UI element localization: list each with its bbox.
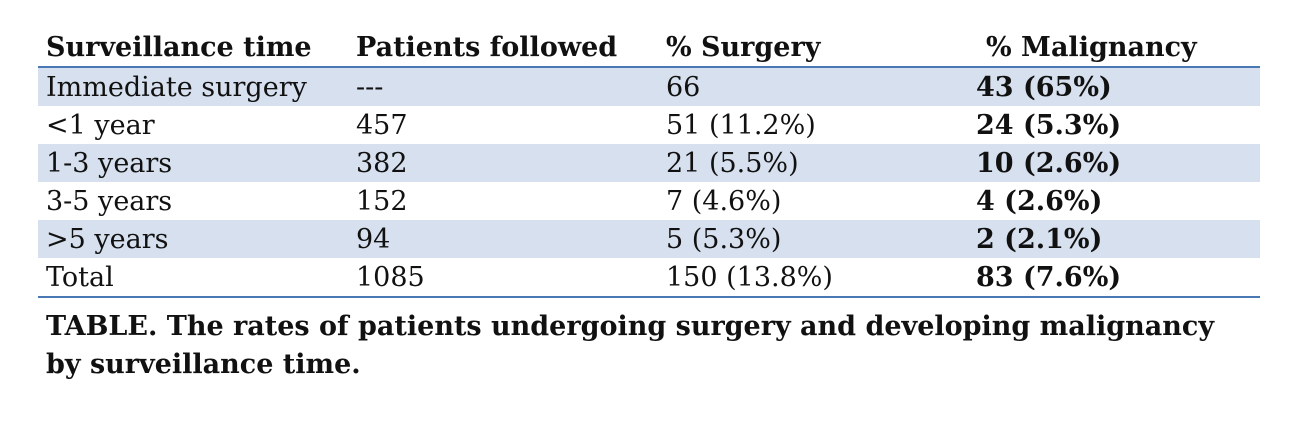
header-percent-surgery: % Surgery: [666, 31, 821, 63]
table-row-total: Total 1085 150 (13.8%) 83 (7.6%): [38, 258, 1260, 297]
cell-patients-followed: ---: [348, 67, 658, 106]
cell-percent-malignancy: 24 (5.3%): [976, 109, 1122, 141]
table-row: Immediate surgery --- 66 43 (65%): [38, 67, 1260, 106]
header-patients-followed: Patients followed: [356, 31, 618, 63]
cell-percent-malignancy: 4 (2.6%): [976, 185, 1103, 217]
cell-surveillance-time: 1-3 years: [38, 144, 348, 182]
data-table-container: Surveillance time Patients followed % Su…: [38, 26, 1260, 298]
table-header: Surveillance time Patients followed % Su…: [38, 26, 1260, 67]
cell-percent-surgery: 66: [658, 67, 968, 106]
cell-percent-surgery: 150 (13.8%): [666, 261, 833, 293]
table-row: >5 years 94 5 (5.3%) 2 (2.1%): [38, 220, 1260, 258]
table-body: Immediate surgery --- 66 43 (65%) <1 yea…: [38, 67, 1260, 297]
cell-percent-surgery: 5 (5.3%): [658, 220, 968, 258]
cell-percent-surgery: 21 (5.5%): [658, 144, 968, 182]
cell-surveillance-time: <1 year: [46, 109, 155, 141]
table-row: 3-5 years 152 7 (4.6%) 4 (2.6%): [38, 182, 1260, 220]
cell-percent-malignancy: 83 (7.6%): [976, 261, 1122, 293]
cell-patients-followed: 152: [356, 185, 408, 217]
cell-percent-malignancy: 2 (2.1%): [968, 220, 1260, 258]
cell-patients-followed: 382: [348, 144, 658, 182]
table-row: 1-3 years 382 21 (5.5%) 10 (2.6%): [38, 144, 1260, 182]
cell-surveillance-time: 3-5 years: [46, 185, 173, 217]
cell-patients-followed: 457: [356, 109, 408, 141]
cell-surveillance-time: Total: [46, 261, 114, 293]
cell-percent-malignancy: 43 (65%): [968, 67, 1260, 106]
cell-percent-surgery: 7 (4.6%): [666, 185, 782, 217]
table-row: <1 year 457 51 (11.2%) 24 (5.3%): [38, 106, 1260, 144]
cell-patients-followed: 1085: [356, 261, 425, 293]
cell-surveillance-time: Immediate surgery: [38, 67, 348, 106]
header-row: Surveillance time Patients followed % Su…: [38, 26, 1260, 67]
table-caption: TABLE. The rates of patients undergoing …: [46, 311, 1215, 380]
cell-percent-malignancy: 10 (2.6%): [968, 144, 1260, 182]
cell-percent-surgery: 51 (11.2%): [666, 109, 816, 141]
cell-patients-followed: 94: [348, 220, 658, 258]
header-surveillance-time: Surveillance time: [46, 31, 312, 63]
cell-surveillance-time: >5 years: [38, 220, 348, 258]
surveillance-table: Surveillance time Patients followed % Su…: [38, 26, 1260, 298]
header-percent-malignancy: % Malignancy: [986, 31, 1197, 63]
